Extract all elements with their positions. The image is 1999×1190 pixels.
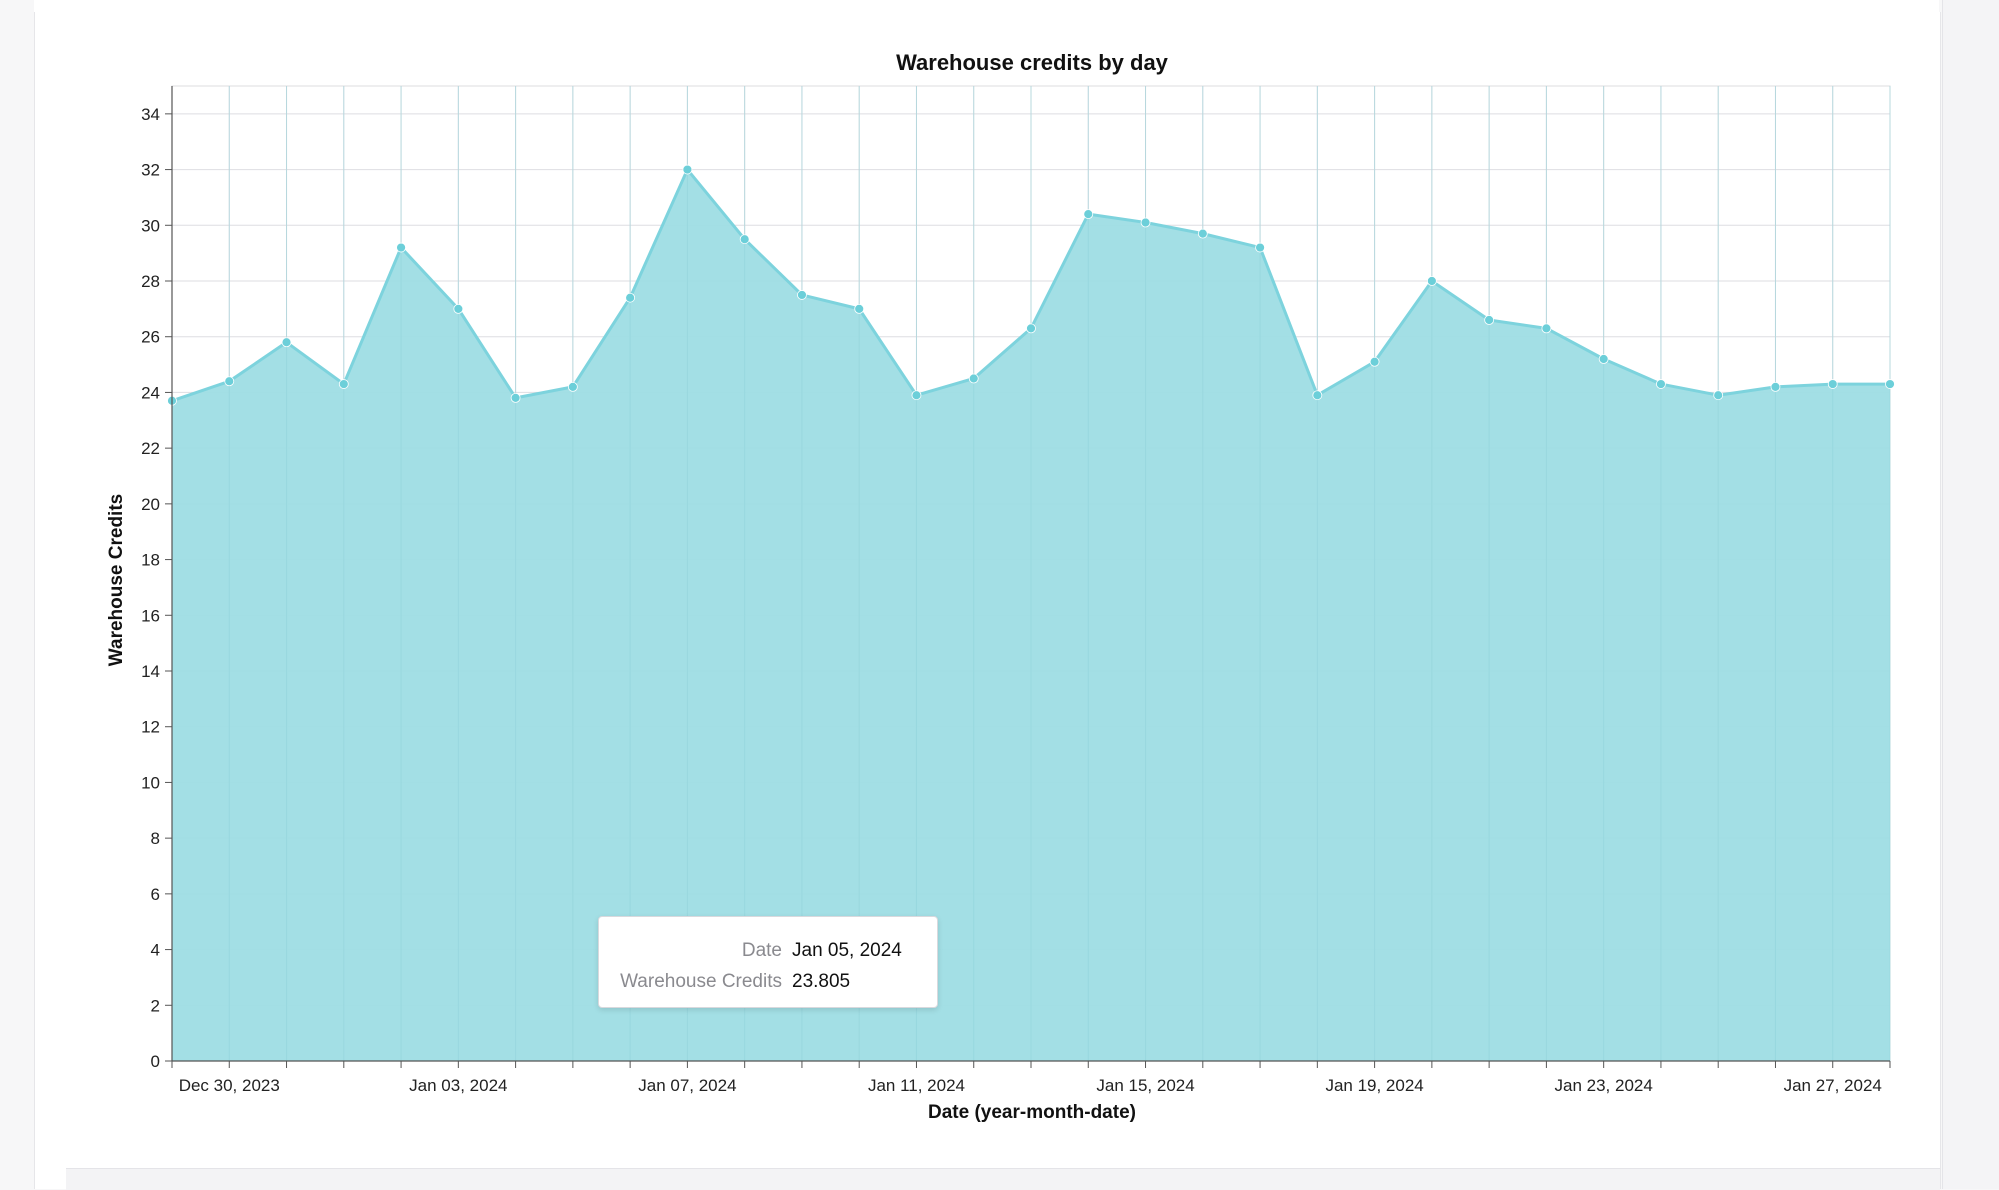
data-point bbox=[1598, 354, 1609, 364]
y-tick-label: 14 bbox=[141, 662, 160, 681]
chart-tooltip: Date Jan 05, 2024 Warehouse Credits 23.8… bbox=[598, 916, 938, 1008]
y-tick-label: 8 bbox=[151, 829, 160, 848]
x-tick-label: Jan 19, 2024 bbox=[1325, 1076, 1423, 1095]
y-tick-label: 10 bbox=[141, 773, 160, 792]
y-axis-label: Warehouse Credits bbox=[106, 494, 127, 666]
y-tick-label: 0 bbox=[151, 1052, 160, 1071]
bottom-panel-edge bbox=[66, 1168, 1940, 1190]
data-point bbox=[1656, 379, 1666, 389]
data-point bbox=[567, 381, 578, 392]
y-tick-label: 22 bbox=[141, 439, 160, 458]
data-point bbox=[1770, 381, 1781, 392]
data-point bbox=[1312, 390, 1323, 401]
x-tick-label: Jan 15, 2024 bbox=[1096, 1076, 1194, 1095]
data-point bbox=[1197, 228, 1208, 239]
x-tick-label: Jan 27, 2024 bbox=[1784, 1076, 1882, 1095]
x-axis-label: Date (year-month-date) bbox=[928, 1102, 1136, 1123]
data-point bbox=[1426, 276, 1437, 286]
y-tick-label: 20 bbox=[141, 495, 160, 514]
x-tick-label: Jan 23, 2024 bbox=[1555, 1076, 1653, 1095]
data-point bbox=[1369, 356, 1380, 367]
data-point bbox=[1026, 323, 1036, 334]
data-point bbox=[1255, 242, 1265, 253]
right-scroll-rail[interactable] bbox=[1942, 0, 1999, 1189]
tooltip-date-label: Date bbox=[741, 939, 782, 961]
chart-card: 0 2 4 6 8 10 12 14 16 18 20 22 24 26 28 30 32 34 Dec 30, 2… bbox=[66, 12, 1940, 1168]
x-tick-label: Jan 03, 2024 bbox=[409, 1076, 507, 1095]
data-point bbox=[338, 379, 349, 389]
data-point bbox=[1713, 390, 1724, 401]
y-tick-label: 4 bbox=[151, 941, 160, 960]
data-point bbox=[1885, 379, 1895, 389]
tooltip-credits-row: Warehouse Credits 23.805 bbox=[599, 966, 937, 997]
data-point bbox=[1083, 209, 1094, 220]
x-tick-label: Jan 07, 2024 bbox=[638, 1076, 736, 1095]
data-point bbox=[797, 290, 807, 300]
data-point bbox=[911, 390, 922, 401]
tooltip-credits-value: 23.805 bbox=[792, 970, 851, 992]
data-point bbox=[510, 392, 521, 403]
x-tick-label: Jan 11, 2024 bbox=[868, 1076, 965, 1095]
data-point bbox=[453, 303, 464, 314]
data-point bbox=[396, 242, 406, 253]
y-tick-label: 24 bbox=[141, 383, 160, 402]
tooltip-date-value: Jan 05, 2024 bbox=[792, 939, 902, 961]
y-tick-label: 34 bbox=[141, 105, 160, 124]
y-tick-label: 18 bbox=[141, 551, 160, 570]
data-point bbox=[281, 337, 292, 348]
y-tick-label: 6 bbox=[151, 885, 160, 904]
data-point bbox=[625, 292, 636, 303]
data-point bbox=[1484, 315, 1495, 325]
data-point bbox=[224, 376, 235, 387]
data-point bbox=[1827, 379, 1838, 389]
y-tick-label: 26 bbox=[141, 328, 160, 347]
y-tick-label: 28 bbox=[141, 272, 160, 291]
chart-title: Warehouse credits by day bbox=[896, 50, 1169, 75]
y-tick-label: 32 bbox=[141, 161, 160, 180]
y-tick-label: 2 bbox=[151, 996, 160, 1015]
tooltip-date-row: Date Jan 05, 2024 bbox=[599, 935, 937, 966]
data-point bbox=[739, 234, 750, 245]
x-tick-label: Dec 30, 2023 bbox=[179, 1076, 280, 1095]
y-tick-label: 30 bbox=[141, 216, 160, 235]
data-points bbox=[167, 86, 1895, 1061]
data-point bbox=[682, 164, 693, 175]
data-point bbox=[1140, 217, 1151, 228]
data-point bbox=[1541, 323, 1552, 334]
tooltip-credits-label: Warehouse Credits bbox=[620, 970, 782, 992]
y-tick-label: 16 bbox=[141, 606, 160, 625]
data-point bbox=[968, 373, 979, 384]
data-point bbox=[854, 303, 865, 314]
y-tick-label: 12 bbox=[141, 718, 160, 737]
